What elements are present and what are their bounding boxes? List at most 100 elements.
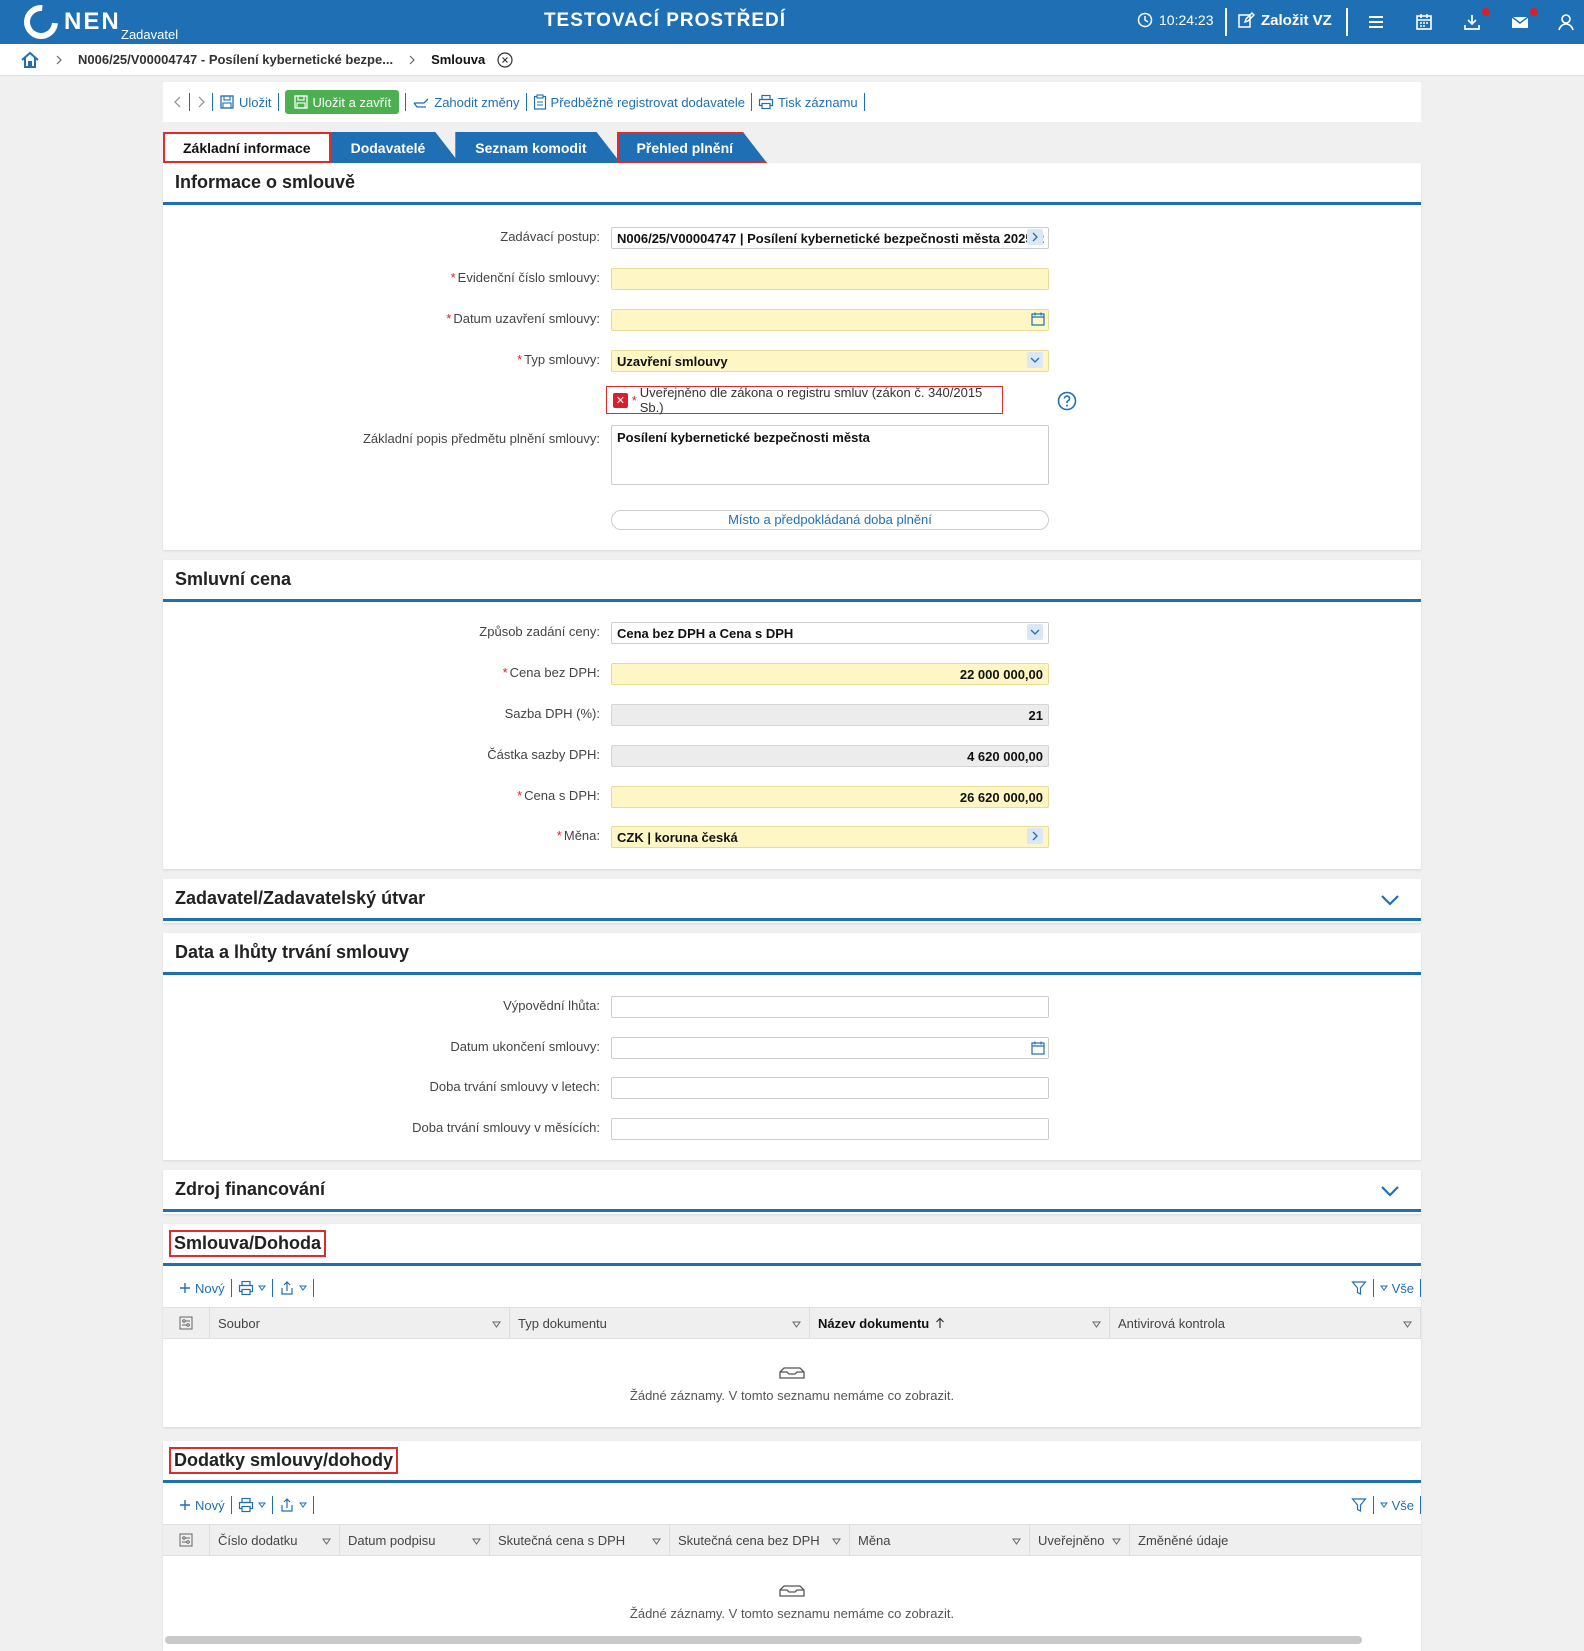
user-icon[interactable] xyxy=(1556,12,1576,32)
field-label: Zadávací postup: xyxy=(500,229,600,244)
save-icon xyxy=(220,95,234,109)
procedure-field[interactable]: N006/25/V00004747 | Posílení kybernetick… xyxy=(611,227,1049,249)
field-description: Základní popis předmětu plnění smlouvy: … xyxy=(163,425,1421,485)
section-header[interactable]: Zadavatel/Zadavatelský útvar xyxy=(163,879,1421,921)
export-menu-button[interactable] xyxy=(273,1280,313,1296)
nen-logo[interactable]: NEN Zadavatel xyxy=(17,0,178,46)
price-without-vat-input[interactable]: 22 000 000,00 xyxy=(611,663,1049,685)
tab-commodities[interactable]: Seznam komodit xyxy=(455,132,620,163)
required-mark: * xyxy=(631,392,637,408)
place-and-time-button[interactable]: Místo a předpokládaná doba plnění xyxy=(611,510,1049,530)
tab-fulfillment-overview[interactable]: Přehled plnění xyxy=(617,132,767,163)
print-record-button[interactable]: Tisk záznamu xyxy=(752,94,864,110)
section-funding-source[interactable]: Zdroj financování xyxy=(163,1170,1421,1214)
caret-down-icon xyxy=(1112,1538,1121,1545)
field-procedure: Zadávací postup: N006/25/V00004747 | Pos… xyxy=(163,227,1421,249)
section-title: Smluvní cena xyxy=(175,569,292,589)
field-label-text: Typ smlouvy: xyxy=(524,352,600,367)
column-header-actual-price-vat[interactable]: Skutečná cena s DPH xyxy=(490,1525,670,1555)
chevron-right-icon xyxy=(56,55,62,64)
chevron-right-icon xyxy=(1032,831,1038,841)
discard-label: Zahodit změny xyxy=(434,94,520,110)
help-icon[interactable] xyxy=(1057,391,1077,411)
export-menu-button[interactable] xyxy=(273,1497,313,1513)
calendar-icon[interactable] xyxy=(1031,1041,1045,1055)
column-header-file[interactable]: Soubor xyxy=(210,1308,510,1338)
view-all-button[interactable]: Vše xyxy=(1374,1281,1420,1296)
print-menu-button[interactable] xyxy=(232,1497,272,1513)
column-settings-button[interactable] xyxy=(163,1308,210,1338)
preregister-supplier-button[interactable]: Předběžně registrovat dodavatele xyxy=(527,94,751,110)
column-header-currency[interactable]: Měna xyxy=(850,1525,1030,1555)
tab-suppliers[interactable]: Dodavatelé xyxy=(331,132,460,163)
breadcrumb-procedure[interactable]: N006/25/V00004747 - Posílení kybernetick… xyxy=(78,52,394,67)
column-header-doc-name[interactable]: Název dokumentu xyxy=(810,1308,1110,1338)
calendar-icon[interactable] xyxy=(1414,12,1434,32)
print-menu-button[interactable] xyxy=(232,1280,272,1296)
mail-icon[interactable] xyxy=(1510,12,1530,32)
notice-period-input[interactable] xyxy=(611,996,1049,1018)
caret-down-icon xyxy=(472,1538,481,1545)
filter-button[interactable] xyxy=(1345,1497,1373,1513)
divider xyxy=(863,93,865,111)
conclusion-date-input[interactable] xyxy=(611,309,1049,331)
price-with-vat-input[interactable]: 26 620 000,00 xyxy=(611,786,1049,808)
column-header-changed-data[interactable]: Změněné údaje xyxy=(1130,1525,1421,1555)
column-header-published[interactable]: Uveřejněno xyxy=(1030,1525,1130,1555)
column-header-antivirus[interactable]: Antivirová kontrola xyxy=(1110,1308,1421,1338)
close-icon[interactable] xyxy=(497,51,513,68)
new-document-button[interactable]: Nový xyxy=(173,1281,231,1296)
grid-filter-area: Vše xyxy=(1345,1490,1421,1520)
column-header-amendment-number[interactable]: Číslo dodatku xyxy=(210,1525,340,1555)
section-contracting-authority[interactable]: Zadavatel/Zadavatelský útvar xyxy=(163,879,1421,923)
tab-basic-info[interactable]: Základní informace xyxy=(163,132,331,163)
save-button[interactable]: Uložit xyxy=(213,94,278,110)
section-contract-documents: Smlouva/Dohoda Nový Vše xyxy=(163,1224,1421,1427)
grid-header: Soubor Typ dokumentu Název dokumentu Ant… xyxy=(163,1307,1421,1339)
filter-icon xyxy=(1350,1281,1367,1295)
column-settings-button[interactable] xyxy=(163,1525,210,1555)
filter-button[interactable] xyxy=(1345,1280,1373,1296)
section-header[interactable]: Zdroj financování xyxy=(163,1170,1421,1212)
caret-down-icon xyxy=(1379,1285,1388,1291)
duration-years-input[interactable] xyxy=(611,1077,1049,1099)
menu-icon[interactable] xyxy=(1366,12,1386,32)
currency-open-button[interactable] xyxy=(1027,828,1043,844)
view-all-button[interactable]: Vše xyxy=(1374,1498,1420,1513)
chevron-down-icon xyxy=(1030,629,1040,635)
chevron-down-icon[interactable] xyxy=(1379,1180,1401,1202)
caret-down-icon xyxy=(1092,1321,1101,1328)
dropdown-button[interactable] xyxy=(1027,624,1043,640)
forward-button[interactable] xyxy=(190,95,212,109)
section-title: Smlouva/Dohoda xyxy=(169,1230,327,1257)
column-header-signature-date[interactable]: Datum podpisu xyxy=(340,1525,490,1555)
horizontal-scrollbar[interactable] xyxy=(165,1636,1362,1644)
procedure-open-button[interactable] xyxy=(1027,229,1043,245)
download-icon[interactable] xyxy=(1462,12,1482,32)
dropdown-button[interactable] xyxy=(1027,352,1043,368)
duration-months-input[interactable] xyxy=(611,1118,1049,1140)
section-contract-dates: Data a lhůty trvání smlouvy Výpovědní lh… xyxy=(163,933,1421,1160)
create-vz-button[interactable]: Založit VZ xyxy=(1237,11,1332,29)
calendar-icon[interactable] xyxy=(1031,312,1045,326)
form-toolbar: Uložit Uložit a zavřít Zahodit změny Pře… xyxy=(163,82,1421,122)
contract-type-select[interactable]: Uzavření smlouvy xyxy=(611,350,1049,372)
end-date-input[interactable] xyxy=(611,1037,1049,1059)
price-method-select[interactable]: Cena bez DPH a Cena s DPH xyxy=(611,622,1049,644)
chevron-right-icon xyxy=(409,55,415,64)
field-label: Způsob zadání ceny: xyxy=(479,624,600,639)
chevron-down-icon[interactable] xyxy=(1379,889,1401,911)
field-label: Datum ukončení smlouvy: xyxy=(450,1039,600,1054)
currency-input[interactable]: CZK | koruna česká xyxy=(611,826,1049,848)
column-header-doc-type[interactable]: Typ dokumentu xyxy=(510,1308,810,1338)
breadcrumb-current: Smlouva xyxy=(431,52,486,67)
back-button[interactable] xyxy=(163,95,189,109)
published-checkbox[interactable]: ✕ * Uveřejněno dle zákona o registru sml… xyxy=(606,385,1003,415)
column-header-actual-price-no-vat[interactable]: Skutečná cena bez DPH xyxy=(670,1525,850,1555)
home-icon[interactable] xyxy=(20,50,40,70)
registration-number-input[interactable] xyxy=(611,268,1049,290)
description-textarea[interactable]: Posílení kybernetické bezpečnosti města xyxy=(611,425,1049,485)
discard-changes-button[interactable]: Zahodit změny xyxy=(406,95,525,110)
new-amendment-button[interactable]: Nový xyxy=(173,1498,231,1513)
save-and-close-button[interactable]: Uložit a zavřít xyxy=(284,90,400,114)
